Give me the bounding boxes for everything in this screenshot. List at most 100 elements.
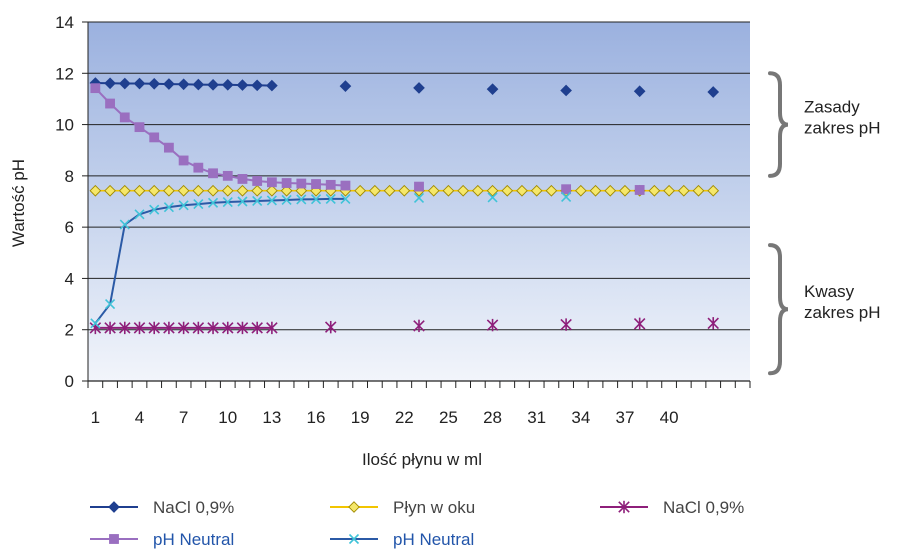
data-point [208,168,218,179]
data-point [486,318,499,332]
range-annotation-text: Zasady [804,98,860,117]
data-point [134,122,145,133]
data-point [604,184,617,197]
data-point [383,184,396,197]
data-point [707,86,720,98]
data-point [221,321,234,335]
data-point [266,177,277,188]
data-point [281,178,292,188]
data-point [105,98,115,109]
axes [82,21,751,388]
data-point [648,184,661,197]
series-markers-2 [89,184,720,197]
data-point [118,184,131,197]
series-markers-5 [90,83,351,191]
legend-marker [348,501,360,513]
data-point [310,194,322,205]
x-tick-label: 1 [91,408,100,427]
data-point [707,317,719,330]
data-point [236,184,249,197]
y-tick-labels: 0 2 4 6 8 10 12 14 [55,13,74,391]
legend-item: pH Neutral [330,530,474,549]
data-point [413,82,425,94]
data-point [501,184,514,197]
data-point [207,184,219,197]
x-tick-label: 13 [262,408,281,427]
data-point [148,184,161,197]
legend-label: pH Neutral [393,530,474,549]
data-point [237,196,248,207]
data-point [634,185,645,195]
data-point [619,184,631,197]
data-point [574,184,587,197]
data-point [251,321,263,335]
data-point [236,79,249,91]
data-point [252,195,263,207]
x-tick-label: 16 [307,408,326,427]
data-point [192,321,205,335]
data-point [486,83,499,96]
data-point [530,184,543,197]
y-tick-label: 4 [65,269,74,288]
data-point [457,184,469,197]
range-annotation-text: Kwasy [804,282,855,301]
data-point [325,193,336,205]
series-markers-8 [413,191,572,203]
legend-label: pH Neutral [153,530,234,549]
data-point [516,184,528,197]
data-point [177,321,190,335]
data-point [89,184,102,197]
x-tick-label: 31 [527,408,546,427]
data-point [560,84,572,97]
data-point [178,200,189,211]
data-point [177,78,190,91]
y-tick-label: 14 [55,13,74,32]
y-tick-label: 8 [65,167,74,186]
range-brace [768,71,789,178]
data-point [472,184,484,197]
y-tick-label: 6 [65,218,74,237]
legend-item: NaCl 0,9% [600,498,744,517]
data-point [221,78,234,91]
data-point [296,178,307,189]
x-tick-label: 7 [179,408,188,427]
range-annotation-text: zakres pH [804,119,881,138]
data-point [193,162,204,173]
legend-label: Płyn w oku [393,498,475,517]
data-point [163,321,175,335]
data-point [192,184,205,197]
y-tick-label: 2 [65,321,74,340]
data-point [149,204,160,215]
data-point [281,194,292,206]
data-point [266,321,278,335]
x-tick-label: 37 [615,408,634,427]
legend-item: NaCl 0,9% [90,498,234,517]
x-tick-label: 4 [135,408,144,427]
x-tick-label: 22 [395,408,414,427]
data-point [561,191,572,202]
data-point [589,184,602,197]
data-point [193,198,204,210]
data-point [633,317,646,331]
data-point [545,184,558,197]
legend-label: NaCl 0,9% [663,498,744,517]
data-point [163,202,174,213]
y-tick-label: 10 [55,116,74,135]
data-point [560,318,572,331]
data-point [192,78,205,91]
x-axis-label: Ilość płynu w ml [362,450,482,469]
data-point [677,184,690,197]
data-point [266,184,278,197]
data-point [104,77,116,90]
data-point [133,77,146,90]
data-point [104,184,116,197]
data-point [251,79,264,92]
data-point [149,132,160,143]
range-brace [768,243,789,376]
data-point [707,184,720,197]
series-markers-4 [324,317,719,334]
x-tick-label: 10 [218,408,237,427]
series-markers-3 [89,321,278,335]
series-markers-0 [89,77,278,92]
